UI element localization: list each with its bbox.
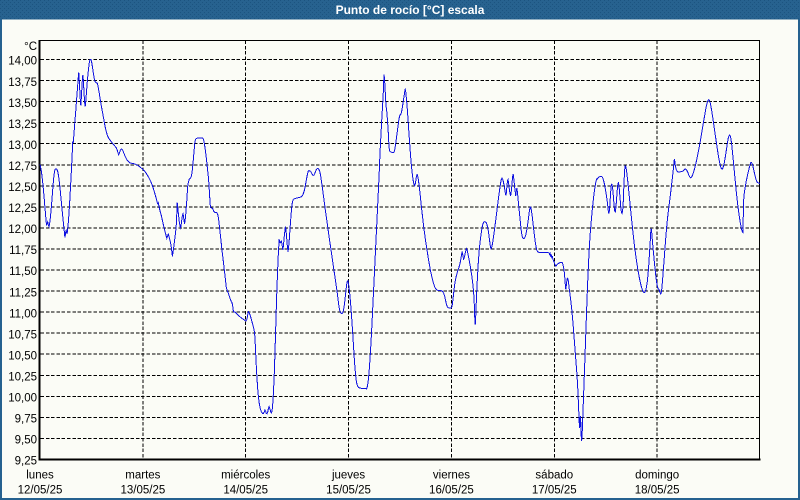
svg-text:10,50: 10,50 [8, 350, 37, 362]
svg-text:15/05/25: 15/05/25 [326, 484, 371, 496]
svg-text:miércoles: miércoles [221, 469, 270, 481]
svg-text:jueves: jueves [331, 469, 365, 481]
svg-text:14,00: 14,00 [8, 56, 37, 68]
svg-text:10,75: 10,75 [8, 329, 37, 341]
svg-text:12,50: 12,50 [8, 182, 37, 194]
svg-text:10,25: 10,25 [8, 371, 37, 383]
svg-text:9,50: 9,50 [15, 435, 37, 447]
svg-text:Punto de rocío [°C] escala: Punto de rocío [°C] escala [336, 3, 485, 17]
svg-text:13,25: 13,25 [8, 119, 37, 131]
svg-text:11,50: 11,50 [9, 266, 37, 278]
svg-text:10,00: 10,00 [8, 393, 37, 405]
svg-text:13/05/25: 13/05/25 [120, 484, 165, 496]
svg-text:12/05/25: 12/05/25 [18, 484, 63, 496]
svg-text:13,00: 13,00 [8, 140, 37, 152]
svg-text:viernes: viernes [433, 469, 470, 481]
svg-text:16/05/25: 16/05/25 [429, 484, 474, 496]
svg-text:sábado: sábado [535, 469, 573, 481]
svg-text:9,25: 9,25 [15, 456, 37, 468]
svg-text:°C: °C [24, 41, 37, 53]
svg-text:domingo: domingo [635, 469, 679, 481]
svg-text:18/05/25: 18/05/25 [635, 484, 680, 496]
svg-text:12,25: 12,25 [8, 203, 37, 215]
svg-text:11,75: 11,75 [9, 245, 37, 257]
svg-text:13,50: 13,50 [8, 98, 37, 110]
svg-text:lunes: lunes [26, 469, 54, 481]
svg-text:13,75: 13,75 [8, 77, 37, 89]
svg-text:9,75: 9,75 [15, 414, 37, 426]
svg-text:martes: martes [125, 469, 160, 481]
svg-text:17/05/25: 17/05/25 [532, 484, 577, 496]
svg-text:14/05/25: 14/05/25 [223, 484, 268, 496]
svg-text:12,75: 12,75 [8, 161, 37, 173]
svg-text:11,00: 11,00 [9, 308, 37, 320]
svg-text:12,00: 12,00 [8, 224, 37, 236]
svg-text:11,25: 11,25 [9, 287, 37, 299]
